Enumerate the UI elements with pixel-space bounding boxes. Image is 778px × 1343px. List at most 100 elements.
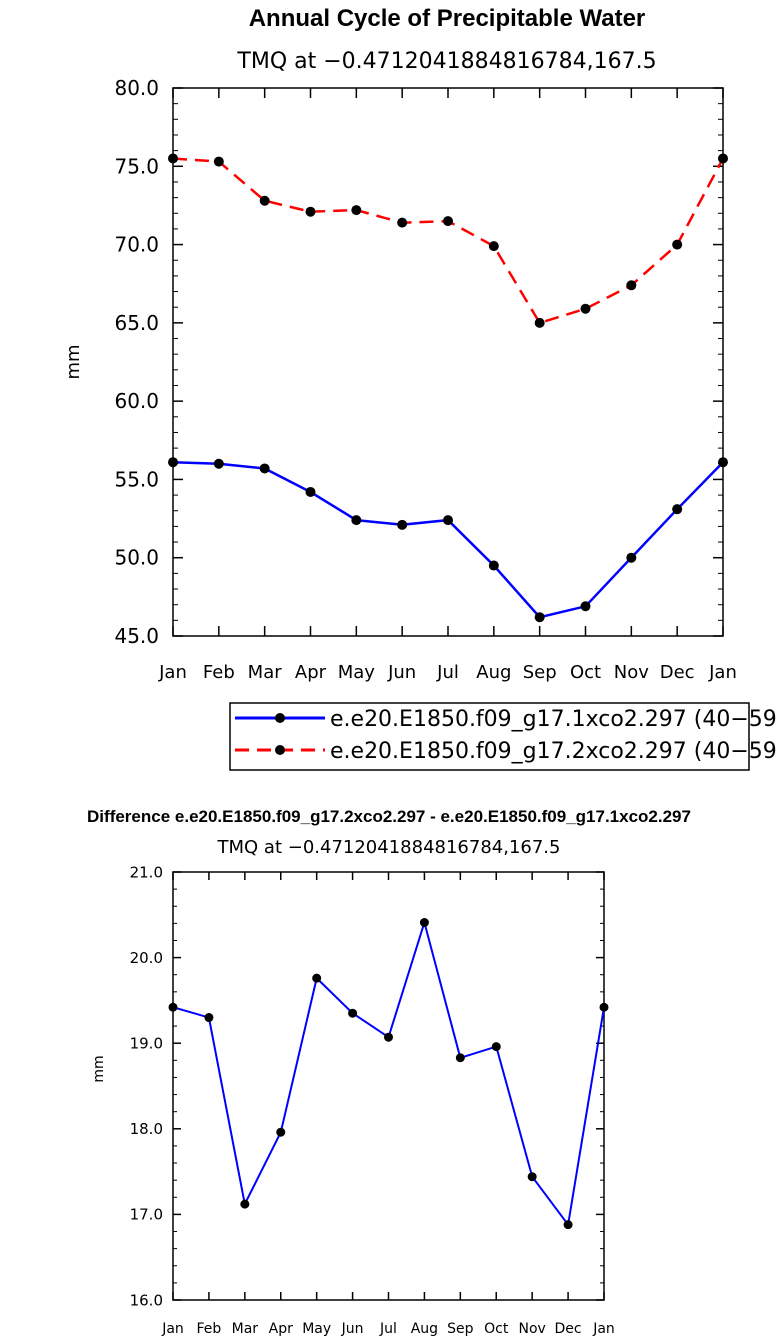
- data-point: [259, 463, 270, 474]
- x-tick-label: Oct: [570, 662, 601, 683]
- y-tick-label: 75.0: [114, 154, 159, 178]
- legend-label-series-2: e.e20.E1850.f09_g17.2xco2.297 (40−59): [330, 739, 778, 764]
- y-tick-label: 80.0: [114, 76, 159, 100]
- data-point: [305, 206, 316, 217]
- data-point: [455, 1053, 465, 1063]
- data-point: [351, 515, 362, 526]
- data-point: [312, 973, 322, 983]
- chart-2-y-axis-label: mm: [91, 1055, 107, 1082]
- chart-2-x-ticks: Jan Feb Mar Apr May Jun Jul Aug Sep Oct Nov Dec Jan: [161, 872, 615, 1337]
- chart-1-subtitle: TMQ at −0.4712041884816784,167.5: [236, 49, 656, 74]
- data-point: [527, 1172, 537, 1182]
- data-point: [213, 458, 224, 469]
- data-point: [443, 216, 453, 227]
- data-point: [348, 1008, 358, 1018]
- series-line-1: [172, 460, 724, 619]
- x-tick-label: Oct: [484, 1321, 509, 1337]
- data-point: [397, 519, 408, 530]
- x-tick-label: Aug: [476, 662, 511, 683]
- data-point: [672, 504, 683, 515]
- x-tick-label: Jul: [379, 1321, 397, 1337]
- data-point: [443, 515, 453, 526]
- plot-border: [172, 871, 605, 1301]
- chart-1-legend: e.e20.E1850.f09_g17.1xco2.297 (40−59) e.…: [229, 702, 778, 771]
- data-point: [384, 1032, 393, 1042]
- y-tick-label: 19.0: [130, 1034, 163, 1052]
- x-tick-label: Jul: [436, 662, 459, 683]
- x-tick-label: Sep: [523, 662, 557, 683]
- data-point: [672, 239, 683, 250]
- data-point: [419, 918, 429, 928]
- data-point: [213, 156, 224, 167]
- legend-marker-series-1: [275, 713, 285, 723]
- data-point: [599, 1002, 609, 1012]
- x-tick-label: Sep: [447, 1321, 474, 1337]
- data-point: [580, 601, 591, 612]
- data-point: [491, 1042, 501, 1052]
- y-tick-label: 45.0: [114, 624, 159, 648]
- x-tick-label: Dec: [660, 662, 695, 683]
- plot-border: [172, 87, 724, 637]
- data-point: [626, 280, 637, 291]
- legend-label-series-1: e.e20.E1850.f09_g17.1xco2.297 (40−59): [330, 707, 778, 732]
- data-point: [488, 560, 499, 571]
- data-point: [488, 241, 499, 252]
- chart-1-title: Annual Cycle of Precipitable Water: [249, 5, 646, 32]
- x-tick-label: Feb: [197, 1321, 222, 1337]
- data-point: [351, 205, 362, 216]
- x-tick-label: Jan: [158, 662, 187, 683]
- data-point: [204, 1013, 214, 1023]
- y-tick-label: 18.0: [130, 1120, 163, 1138]
- x-tick-label: Aug: [411, 1321, 438, 1337]
- x-tick-label: Dec: [555, 1321, 582, 1337]
- legend-box: [229, 702, 750, 771]
- data-point: [718, 457, 728, 468]
- data-point: [534, 612, 545, 623]
- data-point: [168, 153, 178, 164]
- data-point: [276, 1127, 286, 1137]
- x-tick-label: May: [338, 662, 376, 683]
- x-tick-label: Mar: [232, 1321, 259, 1337]
- series-line-1: [172, 918, 605, 1228]
- x-tick-label: Nov: [614, 662, 649, 683]
- data-point: [305, 486, 316, 497]
- y-tick-label: 16.0: [130, 1291, 163, 1309]
- data-point: [626, 552, 637, 563]
- y-tick-label: 60.0: [114, 389, 159, 413]
- y-tick-label: 21.0: [130, 863, 163, 881]
- chart-2-title: Difference e.e20.E1850.f09_g17.2xco2.297…: [87, 807, 691, 826]
- x-tick-label: Jun: [387, 662, 416, 683]
- chart-1-y-axis-label: mm: [63, 344, 84, 379]
- data-point: [168, 457, 178, 468]
- chart-2-plot-frame: [172, 871, 605, 1301]
- legend-marker-series-2: [275, 745, 285, 755]
- data-point: [718, 153, 728, 164]
- x-tick-label: Jan: [592, 1321, 615, 1337]
- chart-1-x-ticks: Jan Feb Mar Apr May Jun Jul Aug Sep Oct Nov Dec Jan: [158, 88, 737, 683]
- x-tick-label: Mar: [248, 662, 283, 683]
- data-point: [580, 303, 591, 314]
- chart-2-subtitle: TMQ at −0.4712041884816784,167.5: [217, 837, 561, 858]
- chart-2-y-ticks: 16.0 17.0 18.0 19.0 20.0 21.0: [130, 863, 604, 1309]
- x-tick-label: May: [302, 1321, 331, 1337]
- data-point: [534, 317, 545, 328]
- y-tick-label: 17.0: [130, 1206, 163, 1224]
- y-tick-label: 65.0: [114, 311, 159, 335]
- x-tick-label: Feb: [203, 662, 235, 683]
- x-tick-label: Nov: [519, 1321, 546, 1337]
- y-tick-label: 50.0: [114, 546, 159, 570]
- y-tick-label: 70.0: [114, 233, 159, 257]
- y-tick-label: 20.0: [130, 949, 163, 967]
- chart-2-series: [168, 918, 609, 1230]
- data-point: [240, 1199, 250, 1209]
- data-point: [168, 1002, 178, 1012]
- x-tick-label: Jan: [161, 1321, 184, 1337]
- x-tick-label: Jan: [708, 662, 737, 683]
- x-tick-label: Apr: [269, 1321, 293, 1337]
- chart-1-plot-frame: [172, 87, 724, 637]
- data-point: [563, 1220, 573, 1230]
- data-point: [259, 195, 270, 206]
- x-tick-label: Jun: [341, 1321, 364, 1337]
- series-line-2: [172, 157, 725, 325]
